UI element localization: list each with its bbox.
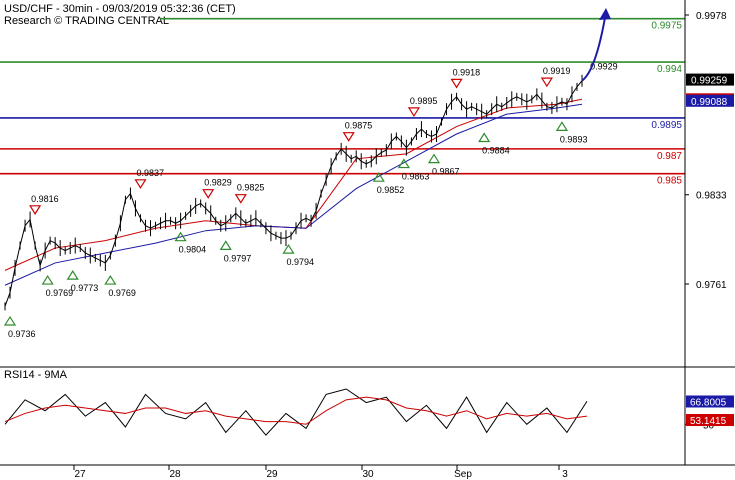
price-tick-label: 0.9833 bbox=[696, 191, 727, 202]
rsi-tag-label: 66.8005 bbox=[690, 397, 727, 408]
time-tick-label: 3 bbox=[562, 469, 568, 480]
price-line bbox=[4, 80, 583, 307]
support-marker bbox=[282, 243, 295, 254]
annotation-label: 0.9918 bbox=[453, 67, 481, 77]
rsi-tag-label: 53.1415 bbox=[690, 416, 727, 427]
time-tick-label: 30 bbox=[362, 469, 374, 480]
chart-subtitle: Research © TRADING CENTRAL bbox=[4, 15, 169, 27]
horizontal-levels: 0.9975 0.994 0.9895 0.987 0.985 bbox=[0, 17, 685, 187]
support-marker bbox=[397, 158, 410, 169]
rsi-series bbox=[4, 388, 588, 436]
price-axis-ticks: 0.9978 0.9833 0.9761 bbox=[685, 11, 727, 291]
rsi-line bbox=[4, 396, 588, 425]
support-marker bbox=[478, 132, 491, 143]
annotation-label: 0.9875 bbox=[345, 121, 373, 131]
level-label: 0.987 bbox=[657, 151, 682, 162]
resistance-marker bbox=[29, 205, 42, 215]
annotation-label: 0.9852 bbox=[377, 185, 405, 195]
annotation-label: 0.9804 bbox=[179, 245, 207, 255]
time-tick-label: Sep bbox=[454, 469, 472, 480]
price-tick-label: 0.9978 bbox=[696, 11, 727, 22]
annotation-label: 0.9929 bbox=[590, 62, 618, 72]
chart-title: USD/CHF - 30min - 09/03/2019 05:32:36 (C… bbox=[4, 3, 236, 15]
support-marker bbox=[555, 121, 569, 131]
arrow-shaft bbox=[581, 11, 607, 82]
annotation-label: 0.9794 bbox=[286, 257, 314, 267]
annotation-label: 0.9816 bbox=[31, 194, 59, 204]
price-series bbox=[4, 74, 583, 311]
annotation-label: 0.9825 bbox=[237, 183, 265, 193]
support-marker bbox=[219, 240, 232, 250]
annotation-label: 0.9829 bbox=[204, 178, 232, 188]
resistance-marker bbox=[450, 78, 463, 89]
support-marker bbox=[104, 274, 117, 285]
time-tick-label: 27 bbox=[74, 469, 86, 480]
annotation-label: 0.9736 bbox=[8, 329, 36, 339]
level-label: 0.9895 bbox=[651, 120, 682, 131]
support-marker bbox=[427, 153, 441, 164]
rsi-title: RSI14 - 9MA bbox=[4, 369, 68, 381]
rsi-tag-box bbox=[686, 395, 734, 408]
price-tag-box bbox=[686, 73, 734, 86]
price-tick-label: 0.9761 bbox=[696, 280, 727, 291]
level-label: 0.994 bbox=[657, 64, 682, 75]
resistance-marker bbox=[234, 194, 247, 204]
price-tag-label: 0.99259 bbox=[691, 76, 728, 87]
moving-average-line bbox=[4, 103, 583, 286]
time-tick-label: 29 bbox=[266, 469, 278, 480]
support-marker bbox=[372, 172, 385, 182]
rsi-line bbox=[4, 388, 588, 436]
price-tag-label: 0.99088 bbox=[691, 97, 728, 108]
rsi-tags: 66.8005 53.1415 bbox=[686, 395, 734, 427]
level-label: 0.9975 bbox=[651, 21, 682, 32]
annotation-label: 0.9769 bbox=[46, 288, 74, 298]
resistance-marker bbox=[407, 107, 420, 118]
annotation-label: 0.9773 bbox=[71, 283, 99, 293]
time-tick-label: 28 bbox=[169, 469, 181, 480]
support-marker bbox=[41, 274, 54, 285]
annotation-label: 0.9797 bbox=[224, 253, 252, 263]
annotation-label: 0.9863 bbox=[402, 172, 430, 182]
arrow-head bbox=[599, 8, 611, 20]
support-marker bbox=[174, 231, 187, 242]
annotation-label: 0.9867 bbox=[432, 167, 460, 177]
annotation-label: 0.9919 bbox=[543, 66, 571, 76]
target-arrow bbox=[581, 8, 611, 82]
annotation-label: 0.9837 bbox=[136, 168, 164, 178]
resistance-marker bbox=[134, 179, 147, 189]
level-label: 0.985 bbox=[657, 176, 682, 187]
support-marker bbox=[66, 269, 79, 280]
annotation-label: 0.9895 bbox=[410, 96, 438, 106]
time-axis-ticks: 27 28 29 30 Sep 3 bbox=[73, 465, 568, 480]
price-tag-box bbox=[686, 94, 734, 107]
annotation-label: 0.9769 bbox=[108, 288, 136, 298]
resistance-marker bbox=[540, 77, 553, 88]
annotation-label: 0.9893 bbox=[560, 134, 588, 144]
annotation-label: 0.9884 bbox=[482, 146, 510, 156]
support-marker bbox=[3, 315, 17, 326]
rsi-tag-box bbox=[686, 414, 734, 427]
resistance-marker bbox=[202, 189, 215, 199]
resistance-marker bbox=[342, 132, 355, 142]
